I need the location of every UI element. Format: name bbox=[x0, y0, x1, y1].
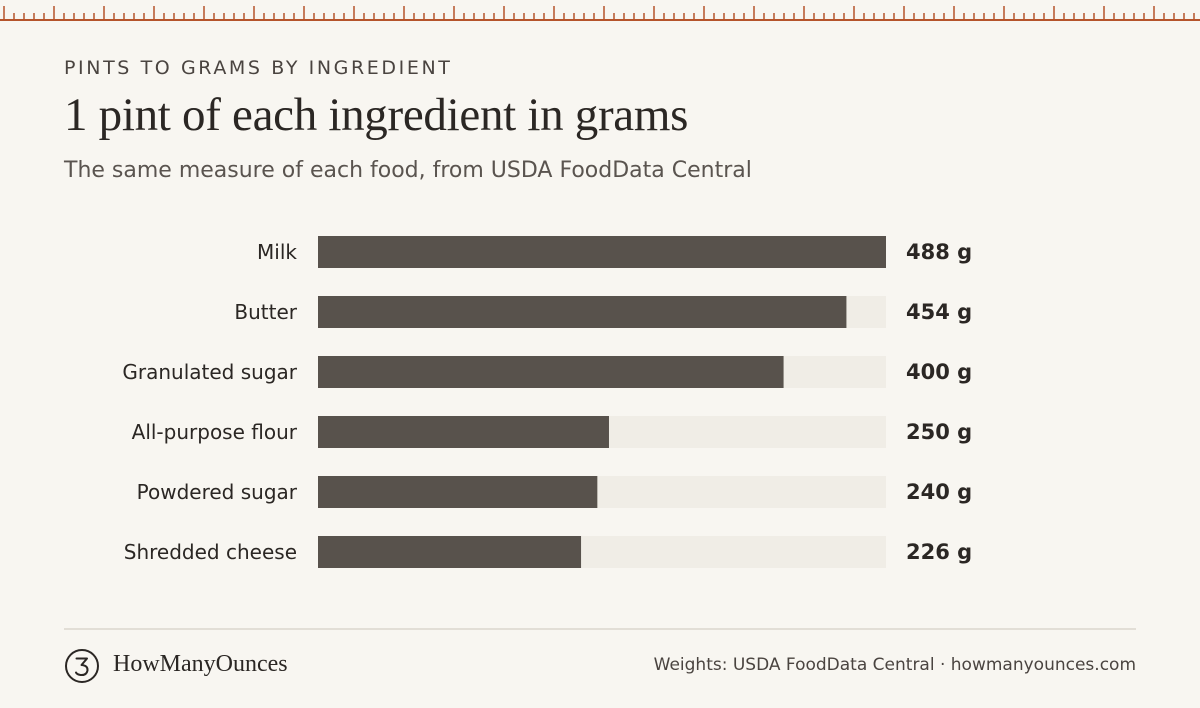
category-label: Butter bbox=[234, 300, 297, 324]
value-label: 488 g bbox=[906, 240, 972, 264]
bar bbox=[318, 416, 609, 448]
chart-title: 1 pint of each ingredient in grams bbox=[64, 89, 689, 141]
three-in-circle-icon bbox=[65, 649, 99, 683]
footer-divider bbox=[64, 628, 1136, 630]
bar-chart: Milk 488 g Butter 454 g Granulated sugar 400 … bbox=[122, 236, 972, 568]
bar-row: Powdered sugar 240 g bbox=[137, 476, 972, 508]
ruler-decoration bbox=[0, 6, 1200, 21]
bar bbox=[318, 296, 847, 328]
category-label: Powdered sugar bbox=[137, 480, 298, 504]
value-label: 400 g bbox=[906, 360, 972, 384]
value-label: 240 g bbox=[906, 480, 972, 504]
value-label: 250 g bbox=[906, 420, 972, 444]
bar-row: All-purpose flour 250 g bbox=[132, 416, 972, 448]
bar-row: Shredded cheese 226 g bbox=[124, 536, 972, 568]
category-label: Shredded cheese bbox=[124, 540, 297, 564]
source-credit: Weights: USDA FoodData Central · howmany… bbox=[653, 655, 1136, 675]
bar bbox=[318, 476, 598, 508]
category-label: All-purpose flour bbox=[132, 420, 298, 444]
bar bbox=[318, 236, 886, 268]
chart-subtitle: The same measure of each food, from USDA… bbox=[64, 158, 752, 183]
value-label: 226 g bbox=[906, 540, 972, 564]
category-label: Granulated sugar bbox=[122, 360, 297, 384]
bar-row: Granulated sugar 400 g bbox=[122, 356, 972, 388]
brand-name: HowManyOunces bbox=[113, 651, 288, 677]
bar-row: Milk 488 g bbox=[257, 236, 972, 268]
value-label: 454 g bbox=[906, 300, 972, 324]
chart-eyebrow: PINTS TO GRAMS BY INGREDIENT bbox=[64, 57, 453, 79]
bar bbox=[318, 356, 784, 388]
bar bbox=[318, 536, 582, 568]
category-label: Milk bbox=[257, 240, 297, 264]
bar-row: Butter 454 g bbox=[234, 296, 972, 328]
